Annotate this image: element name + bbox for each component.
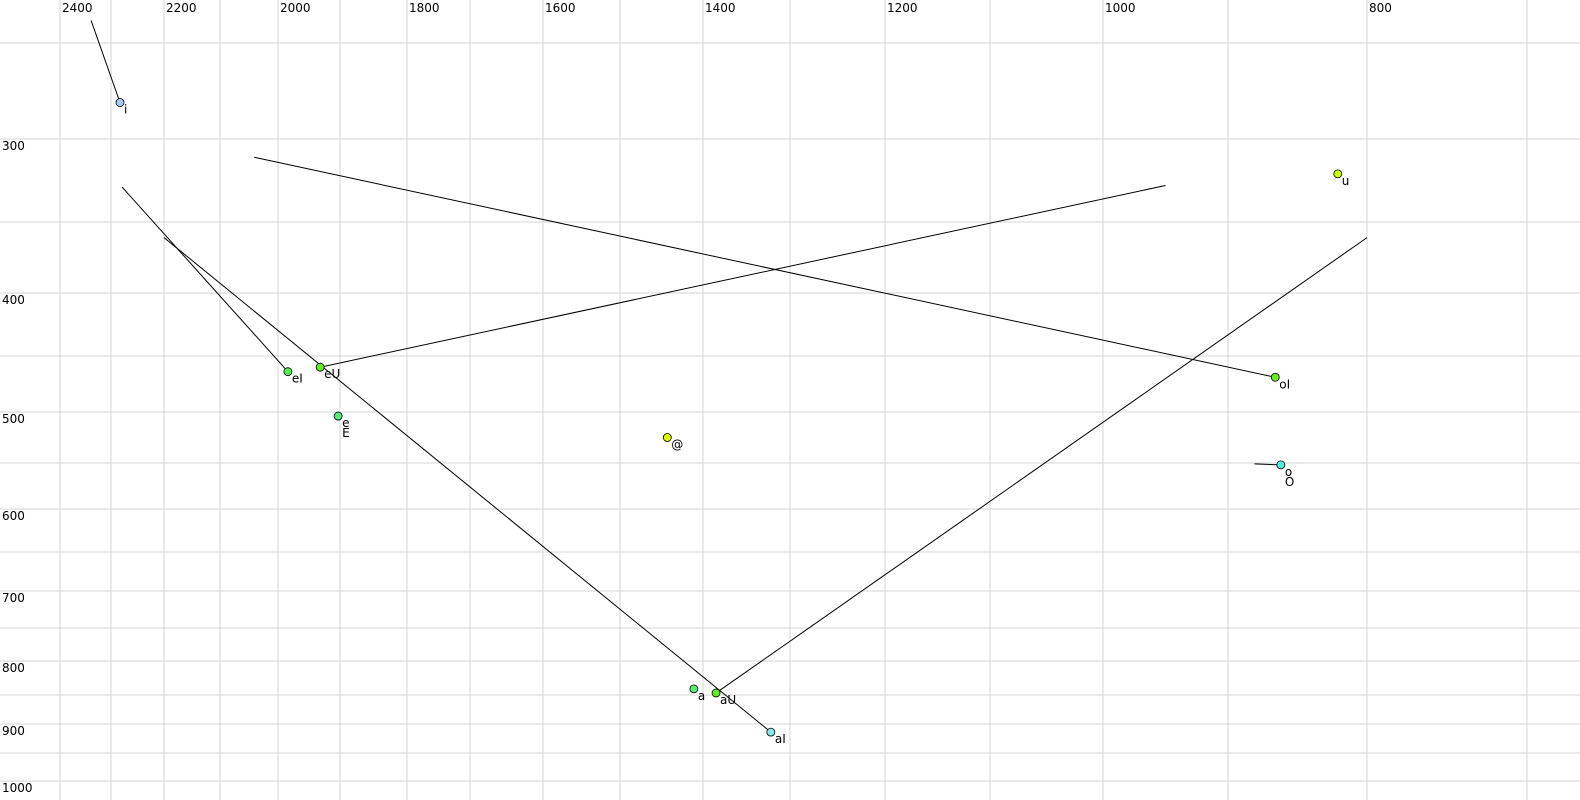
trajectory-eI xyxy=(121,186,289,373)
vowel-label: aI xyxy=(775,732,786,746)
trajectory-aI xyxy=(163,237,772,733)
y-tick-label: 1000 xyxy=(2,781,33,795)
vowel-point-a xyxy=(689,684,699,694)
vowel-point-e-E xyxy=(333,411,343,421)
vowel-label: E xyxy=(342,426,350,440)
y-tick-label: 800 xyxy=(2,661,25,675)
x-tick-label: 1000 xyxy=(1105,1,1136,15)
x-tick-label: 800 xyxy=(1369,1,1392,15)
vowel-label: u xyxy=(1342,174,1350,188)
vowel-label: @ xyxy=(671,438,683,452)
vowel-label: oI xyxy=(1279,377,1290,391)
trajectory-o-O xyxy=(1254,463,1281,466)
vowel-label: i xyxy=(124,103,127,117)
x-tick-label: 2400 xyxy=(62,1,93,15)
vowel-point-i xyxy=(115,98,125,107)
y-tick-label: 900 xyxy=(2,724,25,738)
vowel-label: e xyxy=(342,416,349,430)
vowel-point-aU xyxy=(711,688,721,698)
y-tick-label: 500 xyxy=(2,412,25,426)
vowel-label: a xyxy=(698,689,705,703)
trajectory-oI xyxy=(254,156,1276,378)
y-tick-label: 600 xyxy=(2,509,25,523)
x-tick-label: 1600 xyxy=(545,1,576,15)
trajectory-eU xyxy=(320,184,1166,368)
vowel-point-o-O xyxy=(1276,460,1286,470)
y-tick-label: 300 xyxy=(2,139,25,153)
vowel-label: o xyxy=(1285,465,1292,479)
trajectories xyxy=(90,20,1368,733)
vowel-label: O xyxy=(1285,475,1294,489)
x-tick-label: 2000 xyxy=(280,1,311,15)
trajectory-i xyxy=(90,20,121,103)
vowel-label: eU xyxy=(324,367,340,381)
vowel-label: aU xyxy=(720,693,736,707)
y-tick-label: 400 xyxy=(2,293,25,307)
vowel-point-oI xyxy=(1270,372,1280,382)
x-tick-label: 1400 xyxy=(705,1,736,15)
tick-labels: 2400 2200 2000 1800 1600 1400 1200 1000 800 300 40… xyxy=(2,1,1392,795)
points: i u eI eU eE @ oI oOa aU aI xyxy=(115,98,1350,746)
vowel-point-aI xyxy=(766,727,776,737)
vowel-label: eI xyxy=(292,372,303,386)
vowel-point-u xyxy=(1333,169,1343,179)
x-tick-label: 1800 xyxy=(409,1,440,15)
trajectory-aU xyxy=(715,237,1368,694)
vowel-point-eU xyxy=(315,362,325,372)
vowel-point-eI xyxy=(283,367,293,377)
y-tick-label: 700 xyxy=(2,591,25,605)
x-tick-label: 1200 xyxy=(887,1,918,15)
x-tick-label: 2200 xyxy=(166,1,197,15)
vowel-point-@ xyxy=(662,433,672,442)
